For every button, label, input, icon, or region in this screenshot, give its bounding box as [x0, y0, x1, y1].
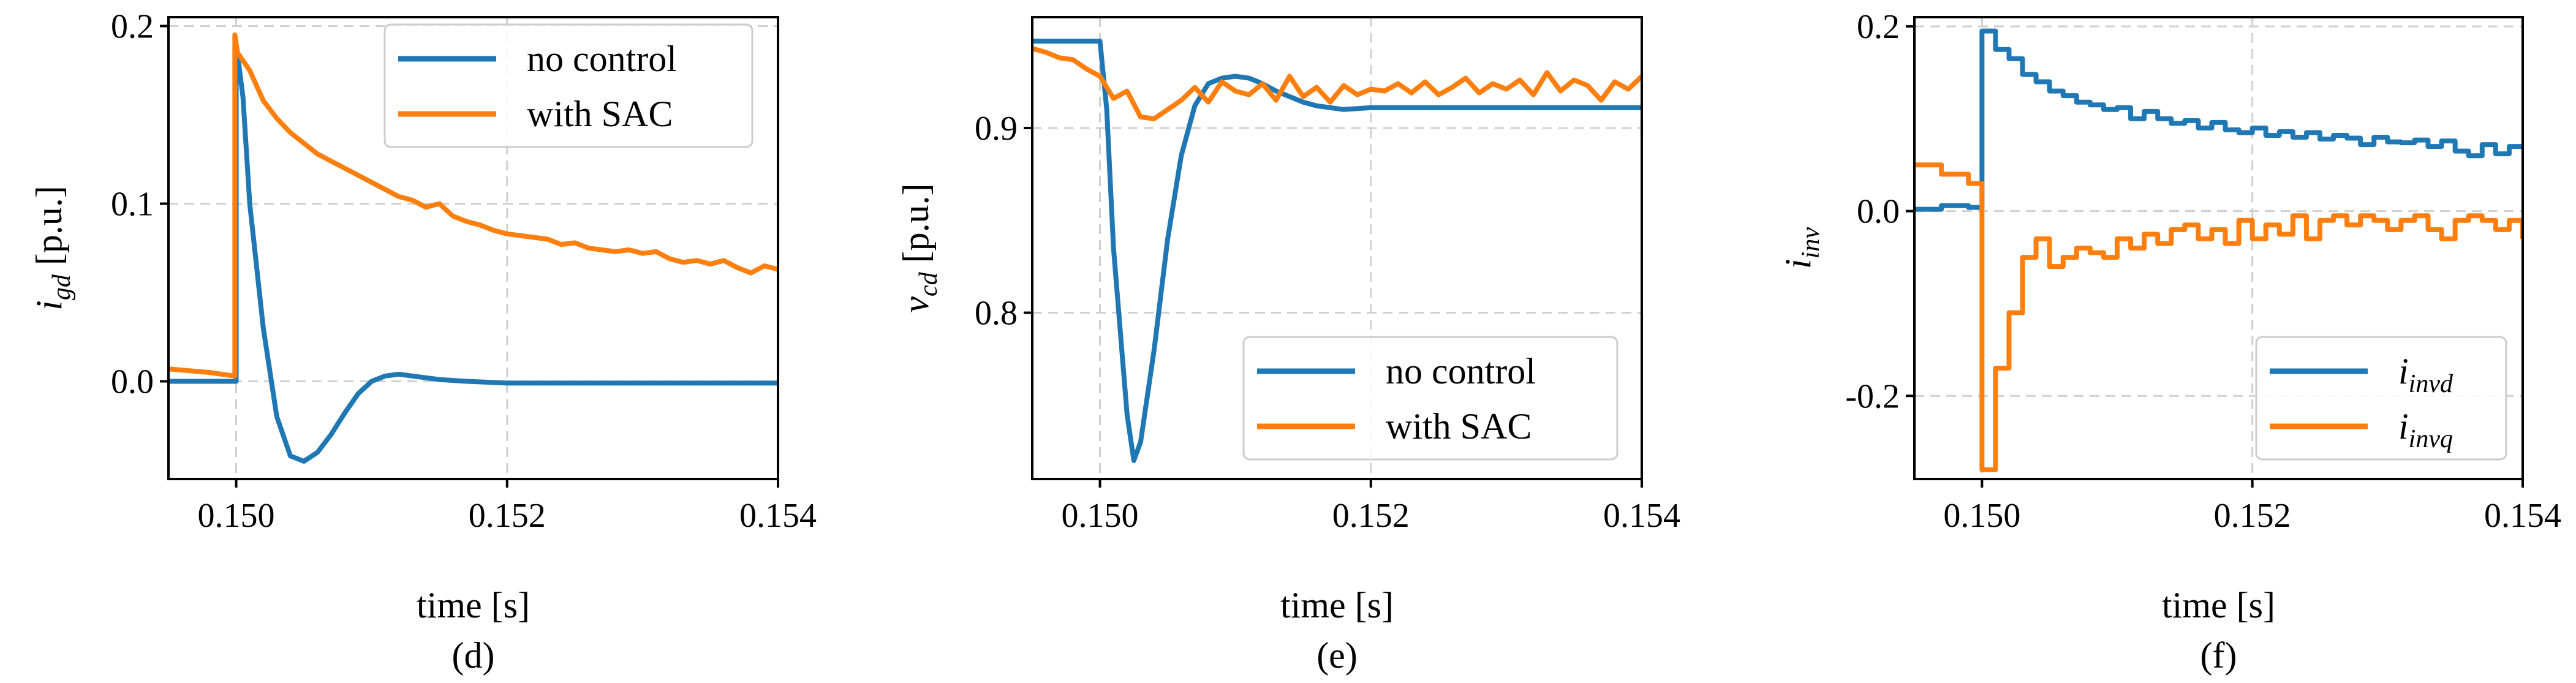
y-tick-label: -0.2 [1845, 377, 1900, 415]
x-tick-label: 0.150 [198, 497, 275, 535]
y-tick-label: 0.9 [975, 110, 1018, 148]
y-axis-label-subscript: cd [915, 271, 943, 296]
y-tick-label: 0.2 [111, 8, 154, 46]
y-axis-label-subscript: gd [48, 274, 76, 300]
legend-label-symbol: i [2398, 406, 2409, 447]
panel-caption: (f) [2200, 635, 2237, 676]
y-axis-label-symbol: i [1778, 258, 1818, 269]
y-tick-label: 0.2 [1857, 8, 1900, 46]
y-tick-label: 0.0 [1857, 193, 1900, 231]
x-tick-label: 0.154 [1603, 497, 1680, 535]
y-axis-label-symbol: v [896, 296, 936, 313]
legend-label-subscript: invd [2409, 370, 2453, 398]
legend-label: with SAC [527, 94, 673, 134]
y-tick-label: 0.0 [111, 363, 154, 401]
y-tick-label: 0.8 [975, 295, 1018, 333]
legend-label: with SAC [1386, 406, 1532, 447]
legend-box [2255, 336, 2507, 461]
series-line-d-0 [168, 41, 778, 464]
x-tick-label: 0.152 [469, 497, 546, 535]
legend-label: iinvq [2398, 406, 2453, 453]
x-tick-label: 0.150 [1943, 497, 2020, 535]
legend-label: iinvd [2398, 351, 2453, 398]
legend: no control with SAC [383, 23, 754, 148]
y-axis-label: iinv [1778, 227, 1825, 269]
legend-label-symbol: i [2398, 351, 2409, 391]
legend-label: no control [1386, 351, 1536, 391]
x-tick-label: 0.154 [739, 497, 817, 535]
legend-label-subscript: invq [2409, 425, 2453, 453]
x-tick-label: 0.152 [2214, 497, 2291, 535]
y-axis-label: igd [p.u.] [29, 186, 76, 311]
x-axis-label: time [s] [1280, 585, 1394, 625]
series-line-e-1 [1032, 46, 1642, 121]
y-axis-label-subscript: inv [1797, 227, 1825, 259]
y-tick-label: 0.1 [111, 186, 154, 224]
y-axis-label-unit: [p.u.] [29, 186, 69, 274]
series-line-e-0 [1032, 39, 1642, 463]
legend: no control with SAC [1242, 336, 1618, 461]
series-line-f-1 [1914, 162, 2523, 472]
y-axis-label-unit: [p.u.] [896, 183, 936, 272]
panel-caption: (e) [1316, 635, 1358, 676]
legend-label: no control [527, 39, 677, 79]
y-axis-label: vcd [p.u.] [896, 183, 943, 312]
axes-frame [1031, 16, 1643, 480]
series-line-d-1 [168, 32, 778, 379]
x-tick-label: 0.152 [1332, 497, 1410, 535]
x-tick-label: 0.154 [2484, 497, 2561, 535]
axes-frame [167, 16, 779, 480]
panel-d: 0.150 0.152 0.154 0.0 0.1 0.2 time [s] (d) igd [… [29, 8, 817, 676]
y-axis-label-symbol: i [29, 300, 69, 311]
panel-caption: (d) [452, 635, 495, 676]
panel-e: 0.150 0.152 0.154 0.8 0.9 time [s] (e) vcd [p.u… [896, 16, 1680, 676]
x-axis-label: time [s] [2162, 585, 2275, 625]
x-axis-label: time [s] [417, 585, 530, 625]
series-line-f-0 [1914, 28, 2523, 212]
x-tick-label: 0.150 [1062, 497, 1139, 535]
axes-frame [1913, 16, 2524, 480]
